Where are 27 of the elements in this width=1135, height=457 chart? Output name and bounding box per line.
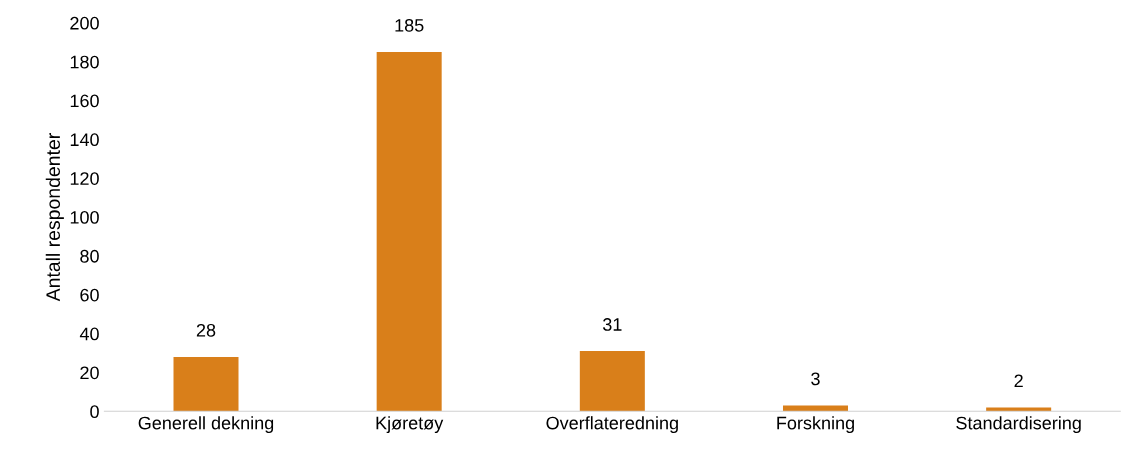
y-axis-title: Antall respondenter xyxy=(45,133,64,302)
data-label: 31 xyxy=(602,318,622,331)
bar xyxy=(579,351,645,412)
data-label: 185 xyxy=(395,18,424,32)
y-tick-label: 140 xyxy=(70,133,99,147)
x-tick-label: Generell dekning xyxy=(138,416,274,433)
bar xyxy=(173,356,239,412)
y-tick-label: 180 xyxy=(70,55,99,69)
bar xyxy=(376,51,442,412)
data-label: 2 xyxy=(1014,374,1023,387)
y-tick-label: 100 xyxy=(70,211,99,224)
x-tick-label: Standardisering xyxy=(956,416,1081,433)
bar xyxy=(782,405,848,412)
data-label: 28 xyxy=(196,323,216,337)
y-tick-label: 20 xyxy=(80,366,99,380)
x-tick-label: Overflateredning xyxy=(546,416,678,433)
data-label: 3 xyxy=(811,372,820,386)
x-tick-label: Forskning xyxy=(777,416,854,433)
y-tick-label: 160 xyxy=(70,94,99,108)
y-tick-label: 40 xyxy=(79,327,99,341)
y-tick-label: 200 xyxy=(70,16,99,30)
bar xyxy=(986,407,1052,412)
y-tick-label: 60 xyxy=(80,288,99,302)
y-tick-label: 120 xyxy=(70,172,99,185)
y-tick-label: 80 xyxy=(80,249,99,263)
x-tick-label: Kjøretøy xyxy=(376,416,444,433)
y-tick-label: 0 xyxy=(90,405,99,419)
